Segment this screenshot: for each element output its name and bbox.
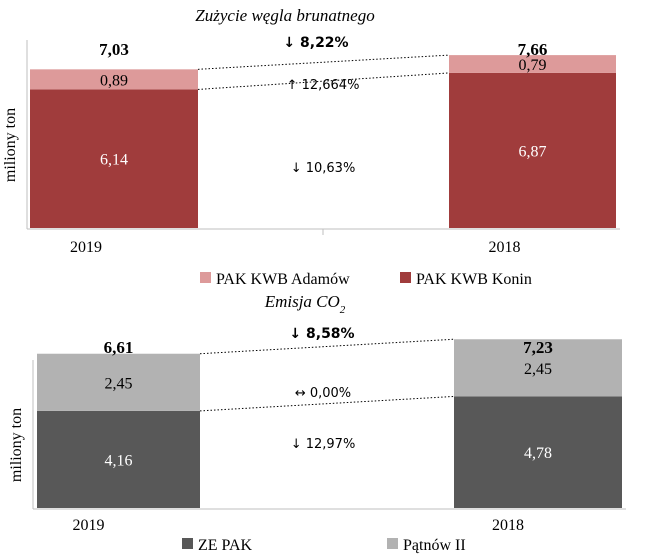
chart1-bar-label-2018-1: 6,87 — [519, 143, 547, 160]
chart2-total-change: ↓ 8,58% — [289, 326, 354, 342]
chart1-legend-label-2: PAK KWB Konin — [416, 271, 532, 288]
chart1-x-tick-2018: 2018 — [489, 239, 521, 256]
chart2-bar-label-2019-2: 2,45 — [105, 375, 133, 392]
chart2-bar-label-2019-1: 4,16 — [105, 452, 133, 469]
chart1-total-2018: 7,66 — [518, 40, 548, 59]
chart2-title-subscript: 2 — [340, 304, 346, 316]
chart1-legend-swatch-1 — [200, 272, 211, 283]
chart2-legend-label-1: ZE PAK — [198, 537, 253, 554]
chart1-series-change-2: ↑ 12,664% — [287, 78, 360, 93]
chart2-y-axis-label: miliony ton — [8, 408, 25, 482]
chart1-title: Zużycie węgla brunatnego — [195, 6, 374, 25]
chart2-series-change-2: ↔ 0,00% — [295, 386, 351, 401]
chart1-bar-2019-1 — [30, 89, 198, 228]
chart2-bar-2019-1 — [37, 410, 200, 508]
chart2-legend-swatch-2 — [387, 538, 398, 549]
chart2-bar-label-2018-1: 4,78 — [524, 445, 552, 462]
chart1-bar-label-2019-2: 0,89 — [100, 72, 128, 89]
chart2-total-2019: 6,61 — [104, 338, 134, 357]
chart1-bar-2018-2 — [449, 55, 616, 73]
chart2-total-2018: 7,23 — [523, 338, 553, 357]
chart2-legend-swatch-1 — [182, 538, 193, 549]
chart2-bar-2019-2 — [37, 353, 200, 411]
chart1-legend-label-1: PAK KWB Adamów — [216, 271, 350, 288]
chart1-bar-label-2018-2: 0,79 — [519, 57, 547, 74]
chart2-series-change-1: ↓ 12,97% — [291, 437, 356, 452]
chart2-bar-2018-1 — [454, 396, 622, 508]
chart1-bar-2018-1 — [449, 72, 616, 229]
chart1-x-tick-2019: 2019 — [70, 239, 102, 256]
chart2-connector-1 — [199, 395, 455, 412]
chart2-connector-2 — [199, 338, 455, 355]
chart1-series-change-1: ↓ 10,63% — [291, 161, 356, 176]
chart1-bar-label-2019-1: 6,14 — [100, 152, 128, 169]
chart2-bar-2018-2 — [454, 339, 622, 397]
chart2-bar-label-2018-2: 2,45 — [524, 361, 552, 378]
chart1-total-change: ↓ 8,22% — [283, 35, 348, 51]
chart1-bar-2019-2 — [30, 69, 198, 90]
chart1-total-2019: 7,03 — [99, 40, 129, 59]
chart1-connector-2 — [197, 54, 450, 70]
chart2-legend-label-2: Pątnów II — [403, 537, 466, 554]
chart2-x-tick-2018: 2018 — [492, 517, 524, 534]
chart2-x-tick-2019: 2019 — [73, 517, 105, 534]
chart2-title: Emisja CO2 — [264, 292, 346, 316]
chart1-y-axis-label: miliony ton — [2, 108, 19, 182]
chart1-legend-swatch-2 — [400, 272, 411, 283]
